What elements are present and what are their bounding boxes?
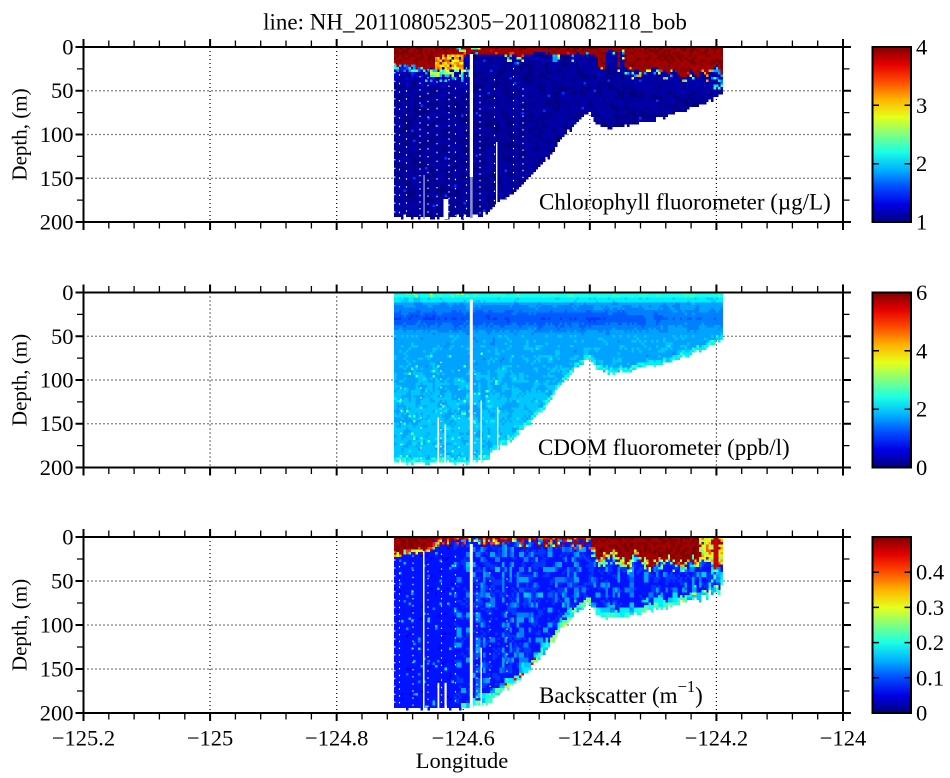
svg-text:0: 0 bbox=[916, 455, 927, 480]
svg-text:−125.2: −125.2 bbox=[52, 726, 115, 751]
svg-text:100: 100 bbox=[40, 368, 74, 393]
svg-text:0.1: 0.1 bbox=[916, 665, 944, 690]
svg-text:150: 150 bbox=[40, 657, 74, 682]
svg-text:150: 150 bbox=[40, 411, 74, 436]
svg-text:6: 6 bbox=[916, 280, 927, 305]
svg-text:200: 200 bbox=[40, 455, 74, 480]
svg-text:0.4: 0.4 bbox=[916, 560, 944, 585]
svg-text:line: NH_201108052305−20110808: line: NH_201108052305−201108082118_bob bbox=[263, 10, 687, 35]
svg-text:50: 50 bbox=[51, 324, 74, 349]
svg-text:−124.6: −124.6 bbox=[432, 726, 495, 751]
svg-text:CDOM fluorometer (ppb/l): CDOM fluorometer (ppb/l) bbox=[538, 435, 790, 460]
svg-text:200: 200 bbox=[40, 210, 74, 235]
svg-text:100: 100 bbox=[40, 122, 74, 147]
svg-text:−124: −124 bbox=[820, 726, 866, 751]
svg-text:−125: −125 bbox=[187, 726, 233, 751]
svg-text:−124.4: −124.4 bbox=[558, 726, 621, 751]
svg-text:2: 2 bbox=[916, 151, 927, 176]
svg-text:0: 0 bbox=[62, 35, 73, 60]
svg-text:1: 1 bbox=[916, 210, 927, 235]
svg-text:4: 4 bbox=[916, 338, 927, 363]
svg-text:−124.8: −124.8 bbox=[305, 726, 368, 751]
svg-text:2: 2 bbox=[916, 397, 927, 422]
svg-text:100: 100 bbox=[40, 613, 74, 638]
svg-text:150: 150 bbox=[40, 166, 74, 191]
svg-text:Chlorophyll fluorometer (µg/L): Chlorophyll fluorometer (µg/L) bbox=[539, 190, 831, 215]
svg-text:0: 0 bbox=[62, 280, 73, 305]
svg-text:200: 200 bbox=[40, 701, 74, 726]
svg-text:50: 50 bbox=[51, 78, 74, 103]
svg-text:0.2: 0.2 bbox=[916, 630, 944, 655]
svg-text:4: 4 bbox=[916, 35, 927, 60]
svg-text:50: 50 bbox=[51, 569, 74, 594]
svg-text:Longitude: Longitude bbox=[416, 748, 508, 773]
svg-text:0: 0 bbox=[916, 701, 927, 726]
svg-text:Depth, (m): Depth, (m) bbox=[8, 334, 32, 426]
svg-text:−124.2: −124.2 bbox=[685, 726, 748, 751]
svg-text:Backscatter (m−1): Backscatter (m−1) bbox=[539, 677, 703, 708]
svg-text:0.3: 0.3 bbox=[916, 595, 944, 620]
svg-text:Depth, (m): Depth, (m) bbox=[8, 579, 32, 671]
svg-text:Depth, (m): Depth, (m) bbox=[8, 88, 32, 180]
svg-text:3: 3 bbox=[916, 93, 927, 118]
svg-text:0: 0 bbox=[62, 525, 73, 550]
